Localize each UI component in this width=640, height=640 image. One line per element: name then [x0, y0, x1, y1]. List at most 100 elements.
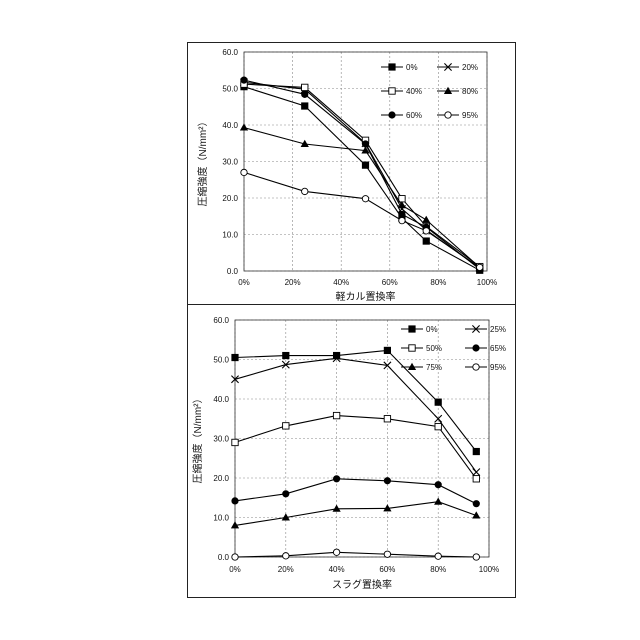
data-point	[231, 553, 239, 561]
data-point	[472, 447, 480, 456]
x-tick-label: 0%	[238, 278, 250, 287]
data-point	[434, 497, 443, 505]
series-line	[243, 79, 481, 270]
legend-label: 0%	[426, 325, 438, 334]
legend-item: 50%	[401, 344, 442, 353]
legend-item: 0%	[401, 325, 438, 334]
data-point	[398, 210, 406, 219]
legend-marker	[444, 63, 452, 71]
data-point	[281, 360, 290, 369]
legend-marker	[388, 87, 396, 95]
legend-marker	[444, 111, 452, 119]
x-tick-label: 20%	[285, 278, 301, 287]
series-60pct	[240, 76, 484, 273]
series-0pct	[231, 346, 480, 456]
series-line	[234, 349, 477, 452]
data-point	[422, 215, 431, 223]
legend-label: 60%	[406, 111, 422, 120]
legend-item: 25%	[465, 325, 506, 334]
x-tick-label: 40%	[333, 278, 349, 287]
legend-item: 80%	[437, 86, 478, 96]
data-point	[300, 139, 309, 147]
legend-item: 20%	[437, 63, 478, 72]
y-tick-label: 40.0	[213, 395, 229, 404]
x-tick-label: 20%	[278, 565, 294, 574]
legend-item: 60%	[381, 111, 422, 120]
data-point	[231, 497, 239, 505]
y-tick-label: 30.0	[213, 435, 229, 444]
data-point	[332, 548, 341, 556]
legend-marker	[407, 362, 417, 371]
y-axis-label: 圧縮強度（N/mm²）	[196, 117, 209, 207]
series-75pct	[230, 497, 481, 529]
data-point	[281, 513, 290, 521]
legend-label: 20%	[462, 63, 478, 72]
legend-label: 0%	[406, 63, 418, 72]
y-tick-label: 10.0	[222, 231, 238, 240]
legend: 0% 25% 50% 65% 75% 95%	[401, 325, 506, 372]
data-point	[434, 414, 443, 423]
data-point	[332, 475, 341, 483]
x-tick-label: 100%	[477, 278, 497, 287]
y-axis-label: 圧縮強度（N/mm²）	[191, 394, 204, 484]
series-50pct	[231, 411, 480, 483]
data-point	[301, 90, 309, 98]
data-point	[383, 346, 392, 355]
y-tick-label: 20.0	[222, 194, 238, 203]
x-tick-label: 60%	[382, 278, 398, 287]
data-point	[422, 237, 430, 245]
data-point	[361, 140, 370, 148]
data-point	[282, 552, 290, 560]
data-point	[472, 475, 480, 483]
legend-marker	[443, 86, 453, 94]
y-tick-label: 0.0	[227, 267, 239, 276]
legend-label: 65%	[490, 344, 506, 353]
figure-frame	[187, 42, 516, 598]
legend-label: 25%	[490, 325, 506, 334]
legend-marker	[472, 363, 480, 371]
data-point	[301, 83, 309, 92]
y-tick-label: 60.0	[222, 48, 238, 57]
x-axis-label: 軽カル置換率	[336, 290, 396, 303]
series-line	[234, 551, 477, 558]
data-point	[332, 411, 341, 420]
y-tick-label: 10.0	[213, 514, 229, 523]
data-point	[472, 468, 481, 477]
data-point	[301, 187, 309, 196]
data-point	[282, 490, 290, 498]
x-tick-label: 40%	[329, 565, 345, 574]
x-tick-label: 80%	[430, 278, 446, 287]
legend-label: 80%	[462, 87, 478, 96]
series-40pct	[240, 80, 484, 271]
legend-item: 40%	[381, 87, 422, 96]
y-tick-label: 0.0	[218, 553, 230, 562]
data-point	[397, 201, 407, 209]
data-point	[472, 511, 481, 519]
data-point	[472, 553, 480, 561]
data-point	[383, 361, 392, 370]
legend-marker	[388, 63, 396, 71]
data-point	[332, 354, 341, 363]
x-axis-label: スラグ置換率	[332, 578, 392, 591]
data-point	[434, 552, 442, 560]
y-tick-label: 30.0	[222, 158, 238, 167]
legend-item: 75%	[401, 362, 442, 372]
series-line	[234, 357, 477, 473]
legend-marker	[408, 344, 416, 352]
data-point	[383, 415, 392, 423]
legend-label: 95%	[462, 111, 478, 120]
legend-item: 65%	[465, 344, 506, 353]
data-point	[398, 216, 406, 225]
series-line	[243, 83, 481, 268]
data-point	[231, 375, 239, 384]
data-point	[434, 398, 442, 406]
data-point	[476, 263, 484, 271]
y-tick-label: 60.0	[213, 316, 229, 325]
series-65pct	[231, 475, 480, 508]
chart-1: 0.0 10.0 20.0 30.0 40.0 50.0 60.0 0% 20% 40% 60% 80…	[196, 48, 497, 303]
legend-label: 50%	[426, 344, 442, 353]
legend-marker	[472, 325, 480, 333]
x-tick-label: 100%	[479, 565, 499, 574]
